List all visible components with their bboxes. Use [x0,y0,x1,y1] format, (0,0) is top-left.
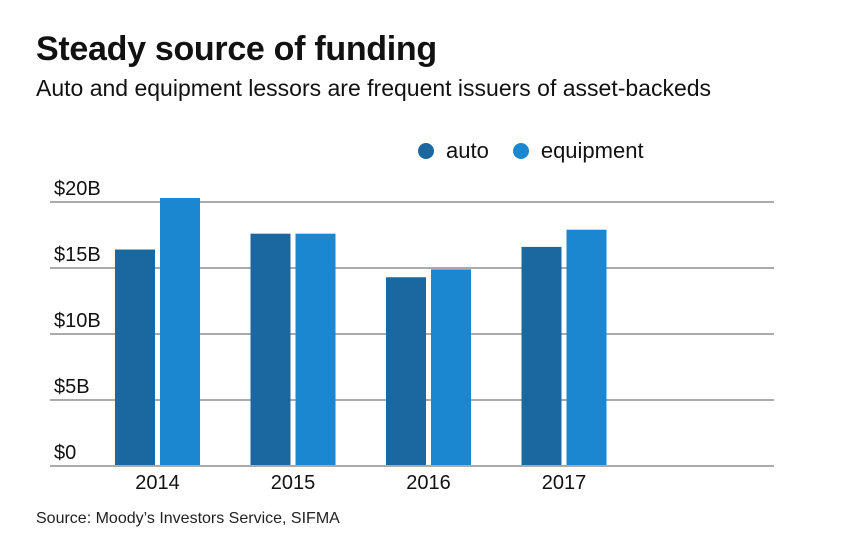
bar-auto-2017 [521,246,562,466]
legend: auto equipment [418,138,668,164]
chart-subtitle: Auto and equipment lessors are frequent … [36,75,712,101]
chart-title: Steady source of funding [36,30,437,68]
bar-auto-2014 [115,249,155,466]
y-tick-label: $0 [54,442,76,464]
bar-equipment-2014 [160,198,200,467]
x-tick-label: 2014 [135,472,180,494]
legend-swatch-equipment [512,143,529,159]
legend-label-auto: auto [446,138,489,163]
y-tick-label: $5B [54,376,90,398]
legend-swatch-auto [418,143,434,159]
y-tick-label: $20B [54,178,101,200]
x-tick-label: 2015 [271,472,316,494]
x-tick-label: 2016 [406,472,451,494]
bar-equipment-2017 [566,229,607,466]
bar-equipment-2015 [295,233,336,466]
bar-auto-2015 [250,233,291,466]
legend-item-auto: auto [418,138,489,164]
y-tick-label: $15B [54,244,101,266]
bar-auto-2016 [386,277,426,466]
legend-item-equipment: equipment [512,138,644,164]
legend-label-equipment: equipment [540,138,644,163]
source-note: Source: Moody’s Investors Service, SIFMA [36,510,340,527]
y-tick-label: $10B [54,310,101,332]
x-tick-label: 2017 [542,472,587,494]
bar-equipment-2016 [431,269,471,466]
